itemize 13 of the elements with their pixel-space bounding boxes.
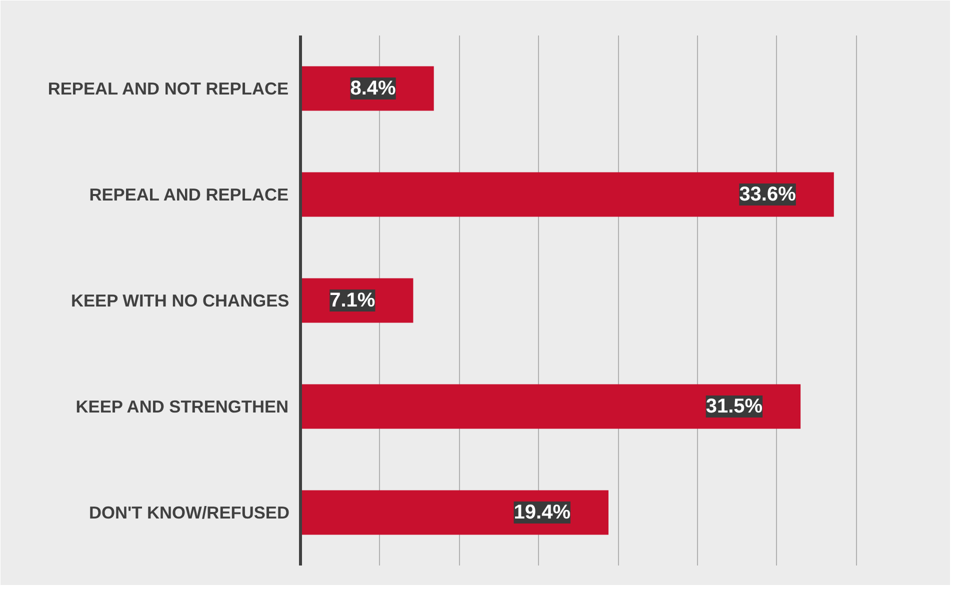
- data-label: 8.4%: [350, 78, 396, 100]
- bar: [300, 490, 608, 535]
- y-tick-label: DON'T KNOW/REFUSED: [89, 502, 290, 522]
- bar: [300, 172, 834, 217]
- data-label: 31.5%: [706, 396, 763, 418]
- data-label: 19.4%: [514, 502, 571, 524]
- y-tick-label: KEEP AND STRENGTHEN: [76, 396, 289, 416]
- y-tick-label: REPEAL AND NOT REPLACE: [48, 78, 289, 98]
- bar: [300, 384, 801, 429]
- y-tick-label: KEEP WITH NO CHANGES: [70, 290, 290, 310]
- data-label: 33.6%: [739, 184, 796, 206]
- data-label: 7.1%: [330, 290, 376, 312]
- y-tick-label: REPEAL AND REPLACE: [89, 184, 289, 204]
